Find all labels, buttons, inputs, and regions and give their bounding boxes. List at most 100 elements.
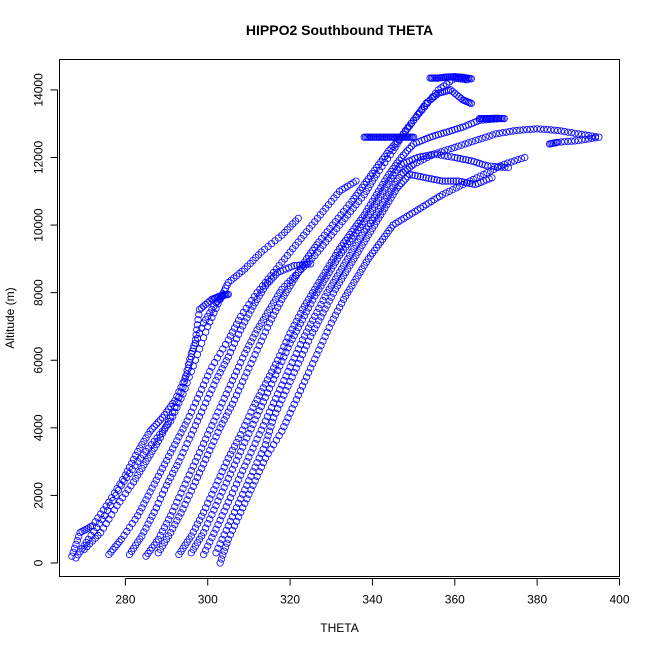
data-point <box>325 323 333 332</box>
data-point <box>311 355 319 363</box>
data-point <box>391 187 399 195</box>
data-point <box>519 126 528 134</box>
data-point <box>540 125 548 133</box>
data-point <box>458 141 466 149</box>
data-point <box>488 174 496 182</box>
data-point <box>574 137 582 145</box>
data-point <box>216 424 224 432</box>
data-point <box>154 499 162 507</box>
data-point <box>408 171 416 179</box>
data-point <box>158 527 166 536</box>
data-point <box>97 510 105 518</box>
data-point <box>214 521 222 529</box>
data-point <box>451 143 459 151</box>
data-point <box>263 436 271 444</box>
data-point <box>237 358 245 367</box>
data-point <box>237 471 245 479</box>
data-point <box>220 290 228 298</box>
data-point <box>216 559 224 567</box>
data-point <box>251 350 259 359</box>
data-point <box>530 125 538 133</box>
data-point <box>214 428 222 436</box>
x-tick-label: 400 <box>609 593 629 607</box>
data-point <box>191 336 199 344</box>
data-point <box>134 512 142 520</box>
data-point <box>177 429 185 437</box>
data-point <box>138 441 146 449</box>
data-point <box>200 439 208 448</box>
data-point <box>158 464 166 472</box>
data-point <box>517 155 526 163</box>
data-point <box>152 504 160 512</box>
data-point <box>409 160 418 168</box>
data-point <box>191 421 199 430</box>
data-point <box>224 336 232 344</box>
data-point <box>405 164 414 172</box>
data-point <box>251 330 259 338</box>
data-point <box>233 456 241 465</box>
data-point <box>235 363 243 371</box>
data-point <box>245 341 253 350</box>
data-point <box>181 500 189 508</box>
data-point <box>253 411 261 419</box>
data-point <box>202 435 210 443</box>
data-point <box>235 475 243 484</box>
data-point <box>337 299 346 307</box>
data-point <box>228 489 236 497</box>
data-point <box>75 532 83 541</box>
data-point <box>564 128 572 136</box>
data-point <box>144 492 152 500</box>
data-point <box>245 364 253 372</box>
data-point <box>545 140 554 148</box>
data-point <box>486 167 495 175</box>
data-point <box>253 346 261 354</box>
data-point <box>255 341 263 350</box>
data-point <box>220 361 228 369</box>
data-point <box>383 180 391 189</box>
data-point <box>146 488 154 496</box>
data-point <box>212 433 220 441</box>
data-point <box>202 300 210 309</box>
data-point <box>257 289 265 297</box>
data-point <box>224 385 232 394</box>
data-point <box>313 289 321 297</box>
data-point <box>512 126 521 135</box>
data-point <box>284 344 292 352</box>
data-point <box>208 421 216 430</box>
data-point <box>117 535 125 543</box>
data-point <box>163 519 171 528</box>
data-point <box>200 460 208 468</box>
data-point <box>362 235 370 243</box>
data-point <box>226 404 234 412</box>
data-point <box>317 282 325 290</box>
data-point <box>479 170 488 178</box>
data-point <box>500 115 508 123</box>
data-point <box>150 508 158 516</box>
data-point <box>233 367 241 376</box>
data-point <box>230 372 239 380</box>
data-point <box>272 307 280 315</box>
data-point <box>430 150 438 158</box>
data-point <box>191 457 199 466</box>
data-point <box>235 387 243 395</box>
data-point <box>102 502 110 510</box>
data-point <box>432 91 440 99</box>
data-point <box>138 464 146 472</box>
data-point <box>438 177 446 185</box>
data-point <box>175 513 183 521</box>
data-point <box>191 542 199 550</box>
data-point <box>444 177 452 185</box>
data-point <box>467 99 475 108</box>
data-point <box>261 417 269 425</box>
data-point <box>156 433 164 441</box>
data-point <box>247 338 255 346</box>
data-point <box>251 477 259 485</box>
data-point <box>156 545 164 554</box>
data-point <box>148 484 156 492</box>
data-point <box>452 184 460 192</box>
data-point <box>163 481 171 489</box>
data-point <box>241 438 249 447</box>
data-point <box>255 407 263 415</box>
data-point <box>257 337 265 345</box>
